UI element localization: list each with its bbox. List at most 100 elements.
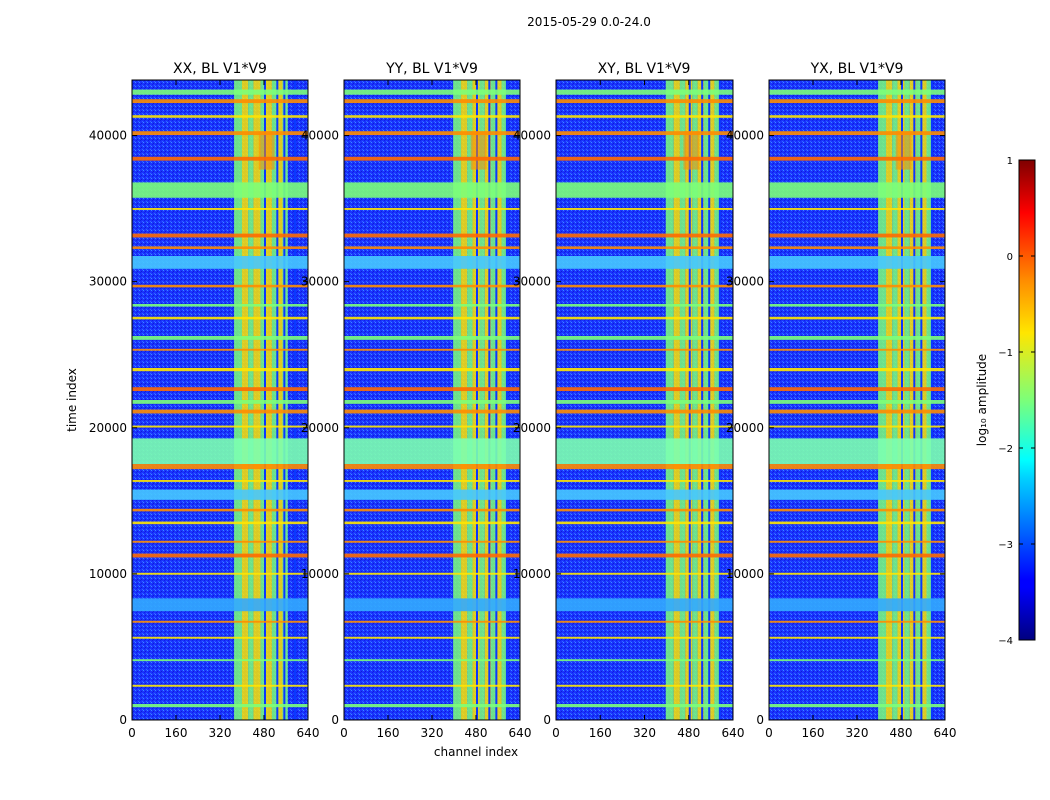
time-band-24 xyxy=(132,508,308,512)
colorbar-tick-label: −2 xyxy=(998,444,1013,455)
figure-suptitle: 2015-05-29 0.0-24.0 xyxy=(527,15,651,29)
heatmap-bands xyxy=(132,80,308,720)
time-band-20 xyxy=(344,438,520,464)
time-band-28 xyxy=(556,572,733,575)
y-tick-label: 20000 xyxy=(89,421,127,435)
panel-title: YX, BL V1*V9 xyxy=(810,61,904,77)
time-band-11 xyxy=(769,304,945,307)
time-band-8 xyxy=(769,246,945,249)
time-band-11 xyxy=(556,304,733,307)
time-band-10 xyxy=(132,284,308,288)
time-band-30 xyxy=(556,620,733,623)
time-band-20 xyxy=(769,438,945,464)
y-tick-label: 10000 xyxy=(301,567,339,581)
x-tick-label: 320 xyxy=(633,726,656,740)
time-band-12 xyxy=(344,316,520,320)
time-band-16 xyxy=(344,387,520,392)
time-band-33 xyxy=(556,684,733,687)
time-band-34 xyxy=(769,704,945,708)
y-tick-label: 10000 xyxy=(513,567,551,581)
colorbar-tick-label: 1 xyxy=(1007,156,1013,167)
hot-region xyxy=(683,131,700,170)
time-band-10 xyxy=(556,284,733,288)
time-band-34 xyxy=(132,704,308,708)
time-band-31 xyxy=(344,636,520,639)
time-band-21 xyxy=(556,464,733,470)
time-band-10 xyxy=(344,284,520,288)
time-band-8 xyxy=(344,246,520,249)
y-tick-label: 40000 xyxy=(513,129,551,143)
heatmap-panel-3: XY, BL V1*V9 0 160 320 480 640 0 10000 20000 30… xyxy=(513,61,745,740)
time-band-1 xyxy=(769,99,945,104)
time-band-31 xyxy=(769,636,945,639)
time-band-23 xyxy=(769,489,945,500)
time-band-14 xyxy=(132,348,308,351)
y-tick-label: 0 xyxy=(331,713,339,727)
time-band-2 xyxy=(769,115,945,118)
y-tick-label: 0 xyxy=(543,713,551,727)
x-tick-label: 480 xyxy=(677,726,700,740)
time-band-17 xyxy=(556,400,733,404)
time-band-14 xyxy=(344,348,520,351)
time-band-15 xyxy=(344,368,520,372)
time-band-17 xyxy=(769,400,945,404)
y-tick-label: 30000 xyxy=(513,275,551,289)
time-band-23 xyxy=(556,489,733,500)
time-band-3 xyxy=(132,131,308,136)
time-band-9 xyxy=(556,256,733,269)
time-band-28 xyxy=(132,572,308,575)
hot-region xyxy=(470,131,487,170)
time-band-17 xyxy=(344,400,520,404)
time-band-29 xyxy=(132,598,308,612)
time-band-9 xyxy=(769,256,945,269)
time-band-27 xyxy=(769,553,945,558)
time-band-1 xyxy=(556,99,733,104)
time-band-10 xyxy=(769,284,945,288)
time-band-15 xyxy=(556,368,733,372)
time-band-12 xyxy=(769,316,945,320)
time-band-21 xyxy=(132,464,308,470)
x-tick-label: 320 xyxy=(846,726,869,740)
hot-region xyxy=(258,131,275,170)
time-band-26 xyxy=(344,540,520,543)
time-band-11 xyxy=(132,304,308,307)
time-band-24 xyxy=(556,508,733,512)
time-band-8 xyxy=(556,246,733,249)
time-band-11 xyxy=(344,304,520,307)
time-band-15 xyxy=(769,368,945,372)
x-axis-ticks: 0 160 320 480 640 xyxy=(128,80,319,740)
time-band-25 xyxy=(132,521,308,525)
time-band-2 xyxy=(556,115,733,118)
time-band-26 xyxy=(769,540,945,543)
time-band-7 xyxy=(556,233,733,238)
time-band-29 xyxy=(344,598,520,612)
y-tick-label: 20000 xyxy=(513,421,551,435)
time-band-27 xyxy=(132,553,308,558)
time-band-6 xyxy=(344,208,520,210)
time-band-28 xyxy=(769,572,945,575)
time-band-22 xyxy=(344,480,520,482)
y-tick-label: 20000 xyxy=(301,421,339,435)
x-tick-label: 640 xyxy=(297,726,320,740)
time-band-18 xyxy=(344,409,520,414)
y-tick-label: 0 xyxy=(119,713,127,727)
hot-region xyxy=(895,131,912,170)
time-band-13 xyxy=(344,336,520,340)
colorbar-tick-label: −4 xyxy=(998,636,1013,647)
time-band-7 xyxy=(344,233,520,238)
time-band-23 xyxy=(344,489,520,500)
heatmap-bands xyxy=(556,80,733,720)
x-tick-label: 0 xyxy=(765,726,773,740)
time-band-5 xyxy=(556,182,733,198)
time-band-3 xyxy=(769,131,945,136)
y-axis-ticks: 0 10000 20000 30000 40000 xyxy=(89,129,308,727)
time-band-28 xyxy=(344,572,520,575)
colorbar-tick-label: 0 xyxy=(1007,252,1013,263)
x-tick-label: 160 xyxy=(377,726,400,740)
x-tick-label: 320 xyxy=(421,726,444,740)
time-band-13 xyxy=(556,336,733,340)
y-tick-label: 30000 xyxy=(726,275,764,289)
y-tick-label: 30000 xyxy=(89,275,127,289)
x-tick-label: 0 xyxy=(552,726,560,740)
time-band-0 xyxy=(769,89,945,95)
